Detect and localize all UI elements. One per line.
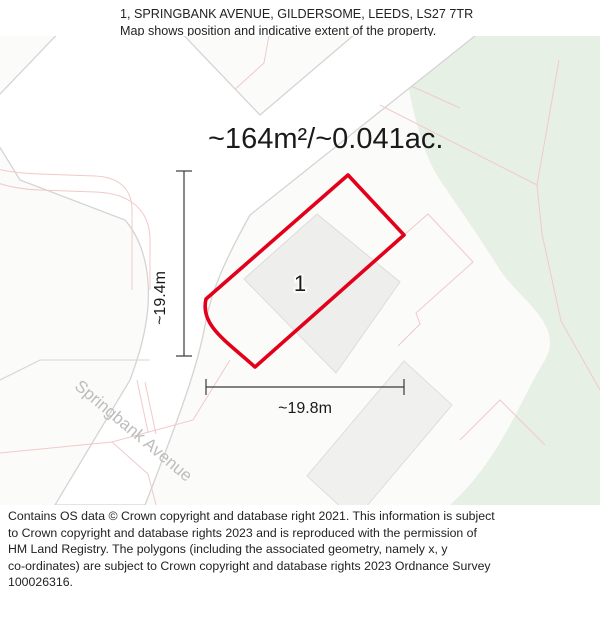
svg-text:~164m²/~0.041ac.: ~164m²/~0.041ac.: [208, 123, 443, 155]
svg-text:~19.4m: ~19.4m: [152, 271, 169, 325]
svg-text:1: 1: [294, 271, 306, 296]
svg-text:~19.8m: ~19.8m: [278, 400, 332, 417]
